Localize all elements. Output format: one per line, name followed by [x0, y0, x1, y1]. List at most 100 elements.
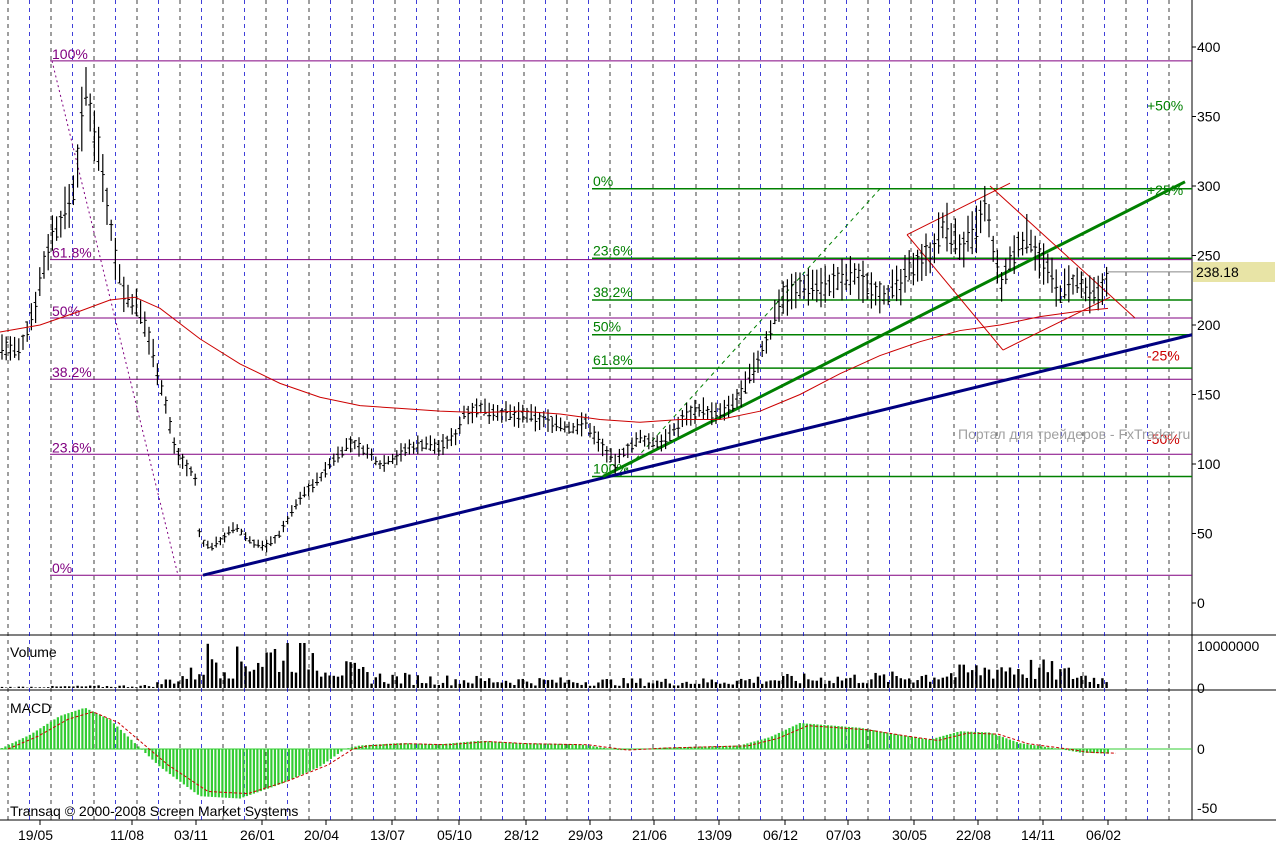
- macd-histogram-bar: [218, 749, 220, 797]
- volume-bar: [690, 684, 692, 688]
- volume-bar: [807, 679, 809, 688]
- macd-histogram-bar: [799, 723, 801, 749]
- macd-histogram-bar: [29, 735, 31, 749]
- macd-histogram-bar: [841, 726, 843, 749]
- volume-bar: [190, 668, 192, 688]
- volume-bar: [942, 678, 944, 688]
- volume-bar: [265, 652, 267, 688]
- volume-bar: [328, 675, 330, 688]
- volume-bar: [450, 685, 452, 688]
- volume-bar: [81, 686, 83, 688]
- volume-bar: [211, 659, 213, 688]
- macd-histogram-bar: [890, 733, 892, 749]
- volume-bar: [538, 678, 540, 688]
- macd-histogram-bar: [785, 730, 787, 749]
- volume-bar: [622, 678, 624, 688]
- macd-histogram-bar: [939, 737, 941, 749]
- macd-histogram-bar: [221, 749, 223, 798]
- macd-histogram-bar: [1002, 737, 1004, 749]
- macd-histogram-bar: [872, 730, 874, 749]
- macd-histogram-bar: [246, 749, 248, 796]
- macd-histogram-bar: [928, 739, 930, 749]
- volume-bar: [396, 676, 398, 688]
- fib2-level-label: 61.8%: [593, 352, 633, 368]
- volume-bar: [908, 678, 910, 688]
- volume-bar: [748, 679, 750, 688]
- volume-bar: [312, 653, 314, 688]
- macd-histogram-bar: [176, 749, 178, 779]
- macd-histogram-bar: [64, 714, 66, 749]
- y-tick-label: 300: [1197, 178, 1221, 194]
- macd-histogram-bar: [333, 749, 335, 756]
- volume-bar: [408, 675, 410, 688]
- macd-histogram-bar: [862, 728, 864, 749]
- volume-bar: [429, 676, 431, 688]
- volume-bar: [39, 687, 41, 688]
- volume-bar: [173, 684, 175, 688]
- volume-bar: [967, 672, 969, 688]
- volume-bar: [152, 687, 154, 688]
- macd-histogram-bar: [165, 749, 167, 771]
- y-tick-label: 0: [1197, 595, 1205, 611]
- volume-bar: [232, 679, 234, 688]
- x-tick-label: 19/05: [18, 827, 53, 843]
- volume-bar: [253, 670, 255, 688]
- macd-histogram-bar: [1079, 749, 1081, 753]
- volume-bar: [912, 683, 914, 688]
- macd-histogram-bar: [925, 739, 927, 749]
- macd-histogram-bar: [505, 742, 507, 749]
- volume-bar: [202, 675, 204, 688]
- volume-bar: [18, 687, 20, 688]
- volume-bar: [992, 679, 994, 688]
- volume-bar: [606, 679, 608, 688]
- macd-histogram-bar: [820, 725, 822, 749]
- macd-histogram-bar: [844, 727, 846, 749]
- volume-bar: [257, 663, 259, 688]
- volume-bar: [349, 662, 351, 688]
- fib1-level-label: 50%: [52, 303, 80, 319]
- volume-bar: [757, 677, 759, 688]
- volume-bar: [324, 673, 326, 688]
- volume-bar: [883, 674, 885, 688]
- volume-bar: [669, 683, 671, 688]
- volume-bar: [471, 684, 473, 688]
- fib2-level-label: 23.6%: [593, 242, 633, 258]
- x-tick-label: 26/01: [240, 827, 275, 843]
- macd-histogram-bar: [911, 737, 913, 749]
- volume-bar: [261, 667, 263, 688]
- watermark: Портал для трейдеров - FxTrader.ru: [958, 426, 1190, 442]
- volume-bar: [576, 683, 578, 688]
- volume-bar: [123, 685, 125, 688]
- volume-bar: [1055, 680, 1057, 688]
- y-tick-label: 150: [1197, 387, 1221, 403]
- volume-bar: [438, 685, 440, 688]
- fib1-level-label: 38.2%: [52, 364, 92, 380]
- volume-bar: [933, 678, 935, 688]
- macd-histogram-bar: [746, 743, 748, 749]
- macd-histogram-bar: [92, 711, 94, 749]
- volume-bar: [1097, 684, 1099, 688]
- macd-histogram-bar: [879, 731, 881, 749]
- volume-bar: [488, 678, 490, 688]
- volume-bar: [593, 686, 595, 688]
- macd-histogram-bar: [522, 743, 524, 749]
- macd-histogram-bar: [67, 713, 69, 749]
- volume-bar: [379, 674, 381, 688]
- volume-bar: [446, 676, 448, 688]
- volume-bar: [1034, 679, 1036, 688]
- volume-bar: [131, 687, 133, 688]
- macd-histogram-bar: [995, 735, 997, 749]
- fib1-level-label: 100%: [52, 46, 88, 62]
- volume-bar: [685, 682, 687, 688]
- macd-histogram-bar: [900, 735, 902, 749]
- volume-bar: [366, 672, 368, 688]
- macd-histogram-bar: [967, 732, 969, 749]
- macd-histogram-bar: [918, 738, 920, 749]
- volume-bar: [635, 683, 637, 688]
- volume-bar: [433, 685, 435, 688]
- macd-histogram-bar: [407, 743, 409, 749]
- volume-bar: [442, 683, 444, 688]
- macd-histogram-bar: [764, 739, 766, 749]
- macd-histogram-bar: [960, 731, 962, 749]
